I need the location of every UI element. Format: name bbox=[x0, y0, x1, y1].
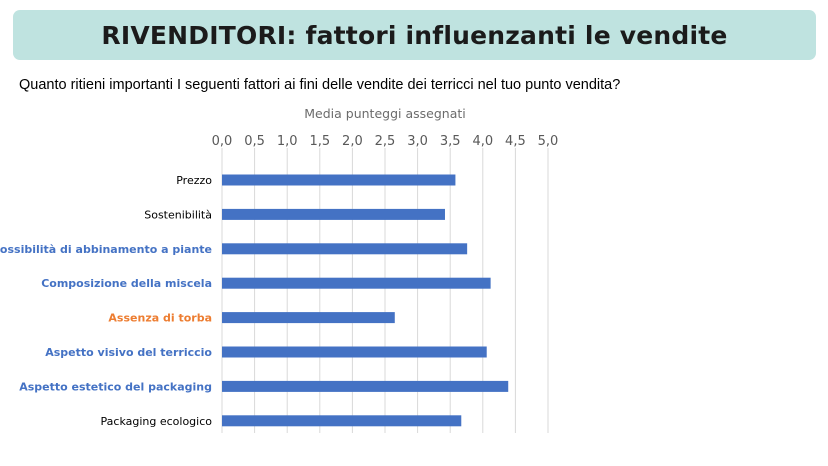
x-tick-label: 4,5 bbox=[505, 134, 526, 149]
bar bbox=[222, 277, 491, 289]
x-tick-label: 1,5 bbox=[309, 134, 330, 149]
category-label: Assenza di torba bbox=[108, 312, 212, 325]
title-banner: RIVENDITORI: fattori influenzanti le ven… bbox=[13, 10, 816, 60]
bars bbox=[222, 174, 509, 427]
page-title: RIVENDITORI: fattori influenzanti le ven… bbox=[101, 20, 728, 50]
category-label: Aspetto estetico del packaging bbox=[19, 380, 212, 393]
category-label: Sostenibilità bbox=[144, 208, 212, 221]
bar bbox=[222, 243, 468, 255]
category-label: Packaging ecologico bbox=[101, 415, 213, 428]
x-tick-label: 5,0 bbox=[538, 134, 559, 149]
x-tick-label: 3,0 bbox=[407, 134, 428, 149]
survey-question: Quanto ritieni importanti I seguenti fat… bbox=[19, 77, 621, 93]
category-label: Aspetto visivo del terriccio bbox=[45, 346, 212, 359]
category-label: Composizione della miscela bbox=[41, 277, 212, 290]
category-label: Possibilità di abbinamento a piante bbox=[0, 243, 212, 256]
bar bbox=[222, 346, 487, 358]
bar bbox=[222, 380, 509, 392]
x-tick-label: 1,0 bbox=[277, 134, 298, 149]
x-tick-label: 0,5 bbox=[244, 134, 265, 149]
category-label: Prezzo bbox=[176, 174, 212, 187]
x-tick-label: 2,5 bbox=[375, 134, 396, 149]
x-axis-title: Media punteggi assegnati bbox=[304, 106, 465, 121]
x-tick-label: 3,5 bbox=[440, 134, 461, 149]
category-labels: Prezzo Sostenibilità Possibilità di abbina… bbox=[0, 174, 212, 428]
bar bbox=[222, 208, 445, 220]
bar bbox=[222, 312, 395, 324]
bar bbox=[222, 174, 456, 186]
bar-chart: Media punteggi assegnati 0,0 0,5 1,0 1,5 2,0… bbox=[0, 106, 559, 433]
x-axis-ticks: 0,0 0,5 1,0 1,5 2,0 2,5 3,0 3,5 4,0 4,5 5,0 bbox=[212, 134, 559, 149]
bar bbox=[222, 415, 462, 427]
x-tick-label: 2,0 bbox=[342, 134, 363, 149]
gridlines bbox=[221, 148, 549, 433]
x-tick-label: 4,0 bbox=[472, 134, 493, 149]
x-tick-label: 0,0 bbox=[212, 134, 233, 149]
